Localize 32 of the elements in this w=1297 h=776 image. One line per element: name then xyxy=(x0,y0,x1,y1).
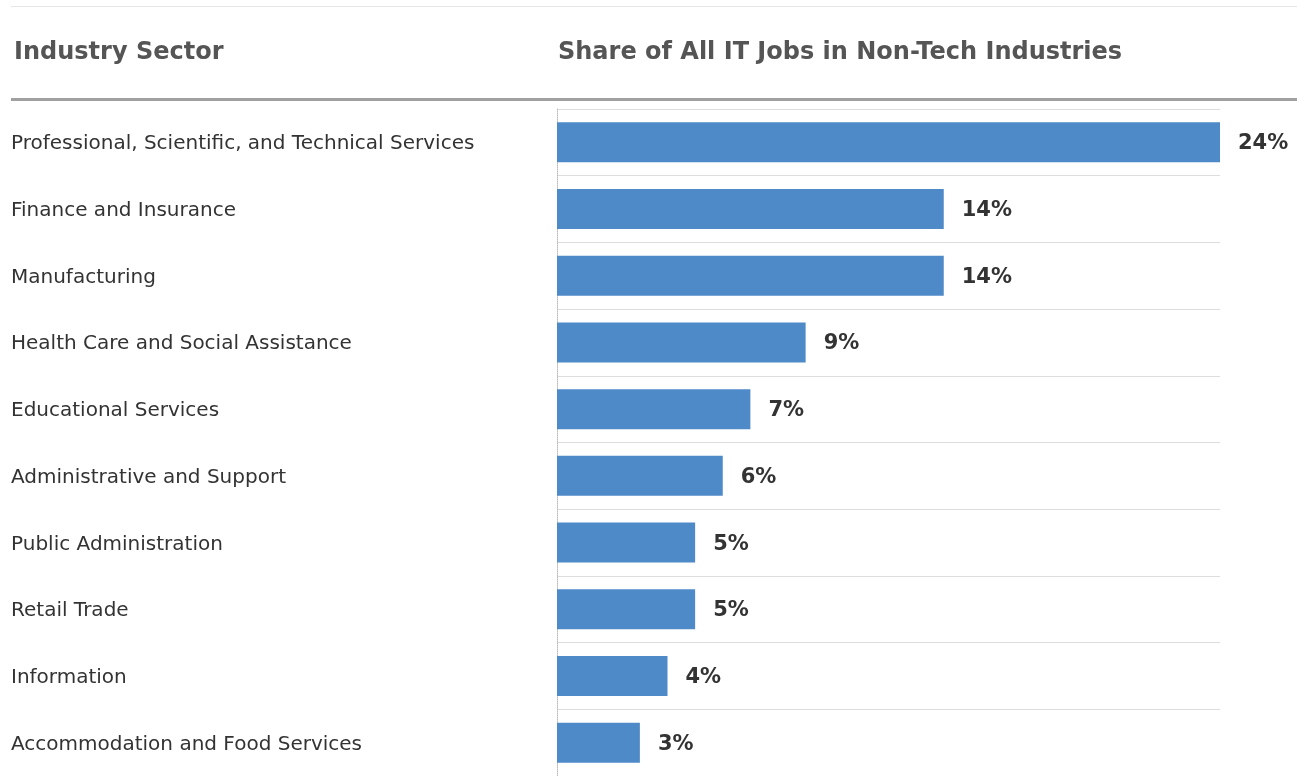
bar xyxy=(557,255,944,296)
bar xyxy=(557,389,751,430)
data-label: 14% xyxy=(961,263,1013,288)
y-tick-label: Retail Trade xyxy=(11,597,129,622)
bar xyxy=(557,655,668,696)
y-tick-label: Administrative and Support xyxy=(11,463,287,488)
data-label: 24% xyxy=(1238,130,1289,155)
bar xyxy=(557,189,944,230)
data-label: 3% xyxy=(657,730,694,755)
bar xyxy=(557,455,723,496)
bar xyxy=(557,322,806,363)
y-tick-label: Professional, Scientific, and Technical Services xyxy=(11,130,475,155)
bar xyxy=(557,122,1220,163)
y-axis-title: Industry Sector xyxy=(14,37,224,65)
y-tick-label: Manufacturing xyxy=(11,263,156,288)
data-label: 5% xyxy=(713,597,749,622)
y-tick-label: Accommodation and Food Services xyxy=(11,730,363,755)
data-label: 4% xyxy=(685,663,722,688)
data-label: 9% xyxy=(823,330,860,355)
y-tick-label: Health Care and Social Assistance xyxy=(11,330,352,355)
bar xyxy=(557,722,640,763)
bar xyxy=(557,589,696,630)
y-tick-label: Public Administration xyxy=(11,530,223,555)
data-label: 14% xyxy=(961,197,1013,222)
data-label: 6% xyxy=(740,463,777,488)
y-tick-label: Information xyxy=(11,663,127,688)
x-axis-title: Share of All IT Jobs in Non-Tech Industries xyxy=(558,37,1123,65)
y-tick-label: Educational Services xyxy=(11,397,220,422)
data-label: 5% xyxy=(713,530,749,555)
y-tick-label: Finance and Insurance xyxy=(11,197,236,222)
bar xyxy=(557,522,696,563)
data-label: 7% xyxy=(768,397,805,422)
